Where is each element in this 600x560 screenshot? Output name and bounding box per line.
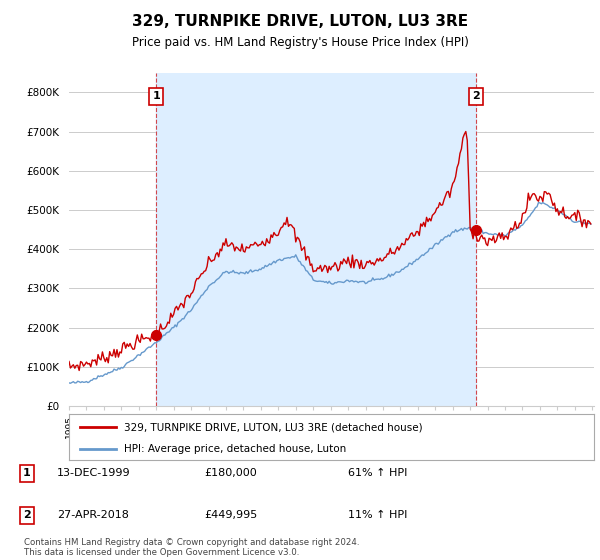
Text: HPI: Average price, detached house, Luton: HPI: Average price, detached house, Luto… [124, 444, 346, 454]
Text: 2: 2 [23, 510, 31, 520]
Text: 1: 1 [23, 468, 31, 478]
Text: 2: 2 [472, 91, 480, 101]
Text: 329, TURNPIKE DRIVE, LUTON, LU3 3RE (detached house): 329, TURNPIKE DRIVE, LUTON, LU3 3RE (det… [124, 422, 423, 432]
Text: 1: 1 [152, 91, 160, 101]
Text: £180,000: £180,000 [204, 468, 257, 478]
Text: 27-APR-2018: 27-APR-2018 [57, 510, 129, 520]
Text: £449,995: £449,995 [204, 510, 257, 520]
Text: Contains HM Land Registry data © Crown copyright and database right 2024.
This d: Contains HM Land Registry data © Crown c… [24, 538, 359, 557]
Bar [156, 73, 476, 406]
Text: 13-DEC-1999: 13-DEC-1999 [57, 468, 131, 478]
Text: 61% ↑ HPI: 61% ↑ HPI [348, 468, 407, 478]
Text: Price paid vs. HM Land Registry's House Price Index (HPI): Price paid vs. HM Land Registry's House … [131, 36, 469, 49]
Text: 11% ↑ HPI: 11% ↑ HPI [348, 510, 407, 520]
Text: 329, TURNPIKE DRIVE, LUTON, LU3 3RE: 329, TURNPIKE DRIVE, LUTON, LU3 3RE [132, 14, 468, 29]
